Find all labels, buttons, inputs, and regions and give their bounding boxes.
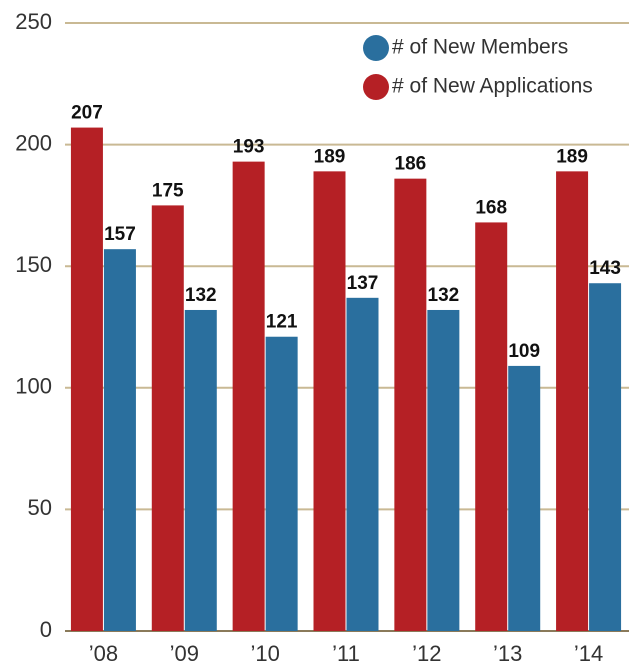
value-label: 132 (185, 285, 217, 306)
bar (394, 178, 427, 631)
bar (508, 365, 541, 631)
x-tick-label: ’09 (170, 641, 199, 666)
value-label: 109 (508, 341, 540, 362)
bar (313, 171, 346, 632)
value-label: 157 (104, 224, 136, 245)
bar (184, 309, 217, 631)
y-tick-label: 100 (15, 374, 52, 399)
value-label: 193 (233, 137, 265, 158)
value-label: 186 (395, 154, 427, 175)
value-label: 137 (347, 273, 379, 294)
value-label: 175 (152, 180, 184, 201)
legend-label: # of New Applications (392, 75, 593, 98)
bar (475, 222, 508, 631)
x-tick-label: ’08 (89, 641, 118, 666)
y-tick-label: 200 (15, 130, 52, 155)
x-tick-label: ’14 (574, 641, 603, 666)
bar (70, 127, 103, 632)
x-tick-label: ’12 (412, 641, 441, 666)
value-label: 132 (428, 285, 460, 306)
bar (232, 161, 265, 631)
bar (151, 205, 184, 631)
y-tick-label: 0 (40, 617, 52, 642)
value-label: 207 (71, 103, 103, 124)
legend-label: # of New Members (392, 36, 568, 59)
y-tick-label: 150 (15, 252, 52, 277)
x-tick-label: ’11 (332, 641, 360, 666)
value-label: 143 (589, 258, 621, 279)
bar (265, 336, 298, 631)
value-label: 168 (475, 197, 507, 218)
y-tick-label: 250 (15, 9, 52, 34)
x-tick-label: ’13 (493, 641, 522, 666)
legend-swatch (363, 74, 389, 100)
y-tick-label: 50 (28, 495, 52, 520)
value-label: 121 (266, 312, 298, 333)
bar (103, 249, 136, 631)
bar (589, 283, 622, 631)
legend-swatch (363, 35, 389, 61)
x-tick-label: ’10 (250, 641, 279, 666)
value-label: 189 (556, 146, 588, 167)
bar (346, 297, 379, 631)
value-label: 189 (314, 146, 346, 167)
bar (427, 309, 460, 631)
bar (556, 171, 589, 632)
